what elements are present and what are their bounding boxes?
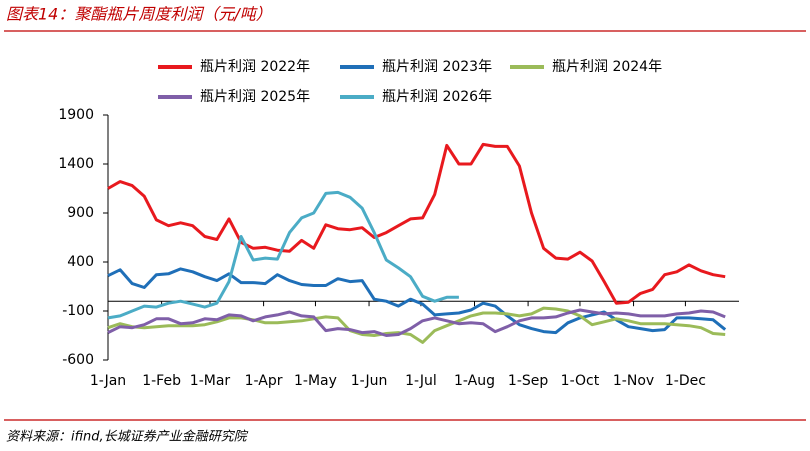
series-line xyxy=(107,190,459,320)
x-tick-label: 1-Nov xyxy=(613,373,654,389)
series-line xyxy=(107,142,726,305)
y-tick-label: 400 xyxy=(67,254,94,270)
x-tick-label: 1-Feb xyxy=(142,373,181,389)
legend-label: 瓶片利润 2025年 xyxy=(200,89,310,105)
x-tick-label: 1-Dec xyxy=(665,373,706,389)
legend-label: 瓶片利润 2023年 xyxy=(382,59,492,75)
legend-label: 瓶片利润 2026年 xyxy=(382,89,492,105)
y-tick-label: 1900 xyxy=(58,107,94,123)
y-tick-label: 900 xyxy=(67,205,94,221)
x-tick-label: 1-Jun xyxy=(351,373,388,389)
x-tick-label: 1-Jul xyxy=(405,373,437,389)
legend-label: 瓶片利润 2022年 xyxy=(200,59,310,75)
x-tick-label: 1-Jan xyxy=(90,373,126,389)
series-line xyxy=(107,267,727,335)
series-line xyxy=(107,308,726,337)
x-tick-label: 1-Sep xyxy=(508,373,548,389)
x-tick-label: 1-Oct xyxy=(561,373,600,389)
series-line xyxy=(107,306,726,344)
y-tick-label: -600 xyxy=(62,352,94,368)
x-tick-label: 1-Apr xyxy=(245,373,283,389)
x-tick-label: 1-May xyxy=(294,373,337,389)
y-tick-label: -100 xyxy=(62,303,94,319)
source-note: 资料来源：ifind,长城证券产业金融研究院 xyxy=(6,429,249,445)
x-tick-label: 1-Mar xyxy=(190,373,231,389)
legend-label: 瓶片利润 2024年 xyxy=(552,59,662,75)
y-tick-label: 1400 xyxy=(58,156,94,172)
x-tick-label: 1-Aug xyxy=(454,373,495,389)
chart-title: 图表14：聚酯瓶片周度利润（元/吨） xyxy=(6,5,272,24)
